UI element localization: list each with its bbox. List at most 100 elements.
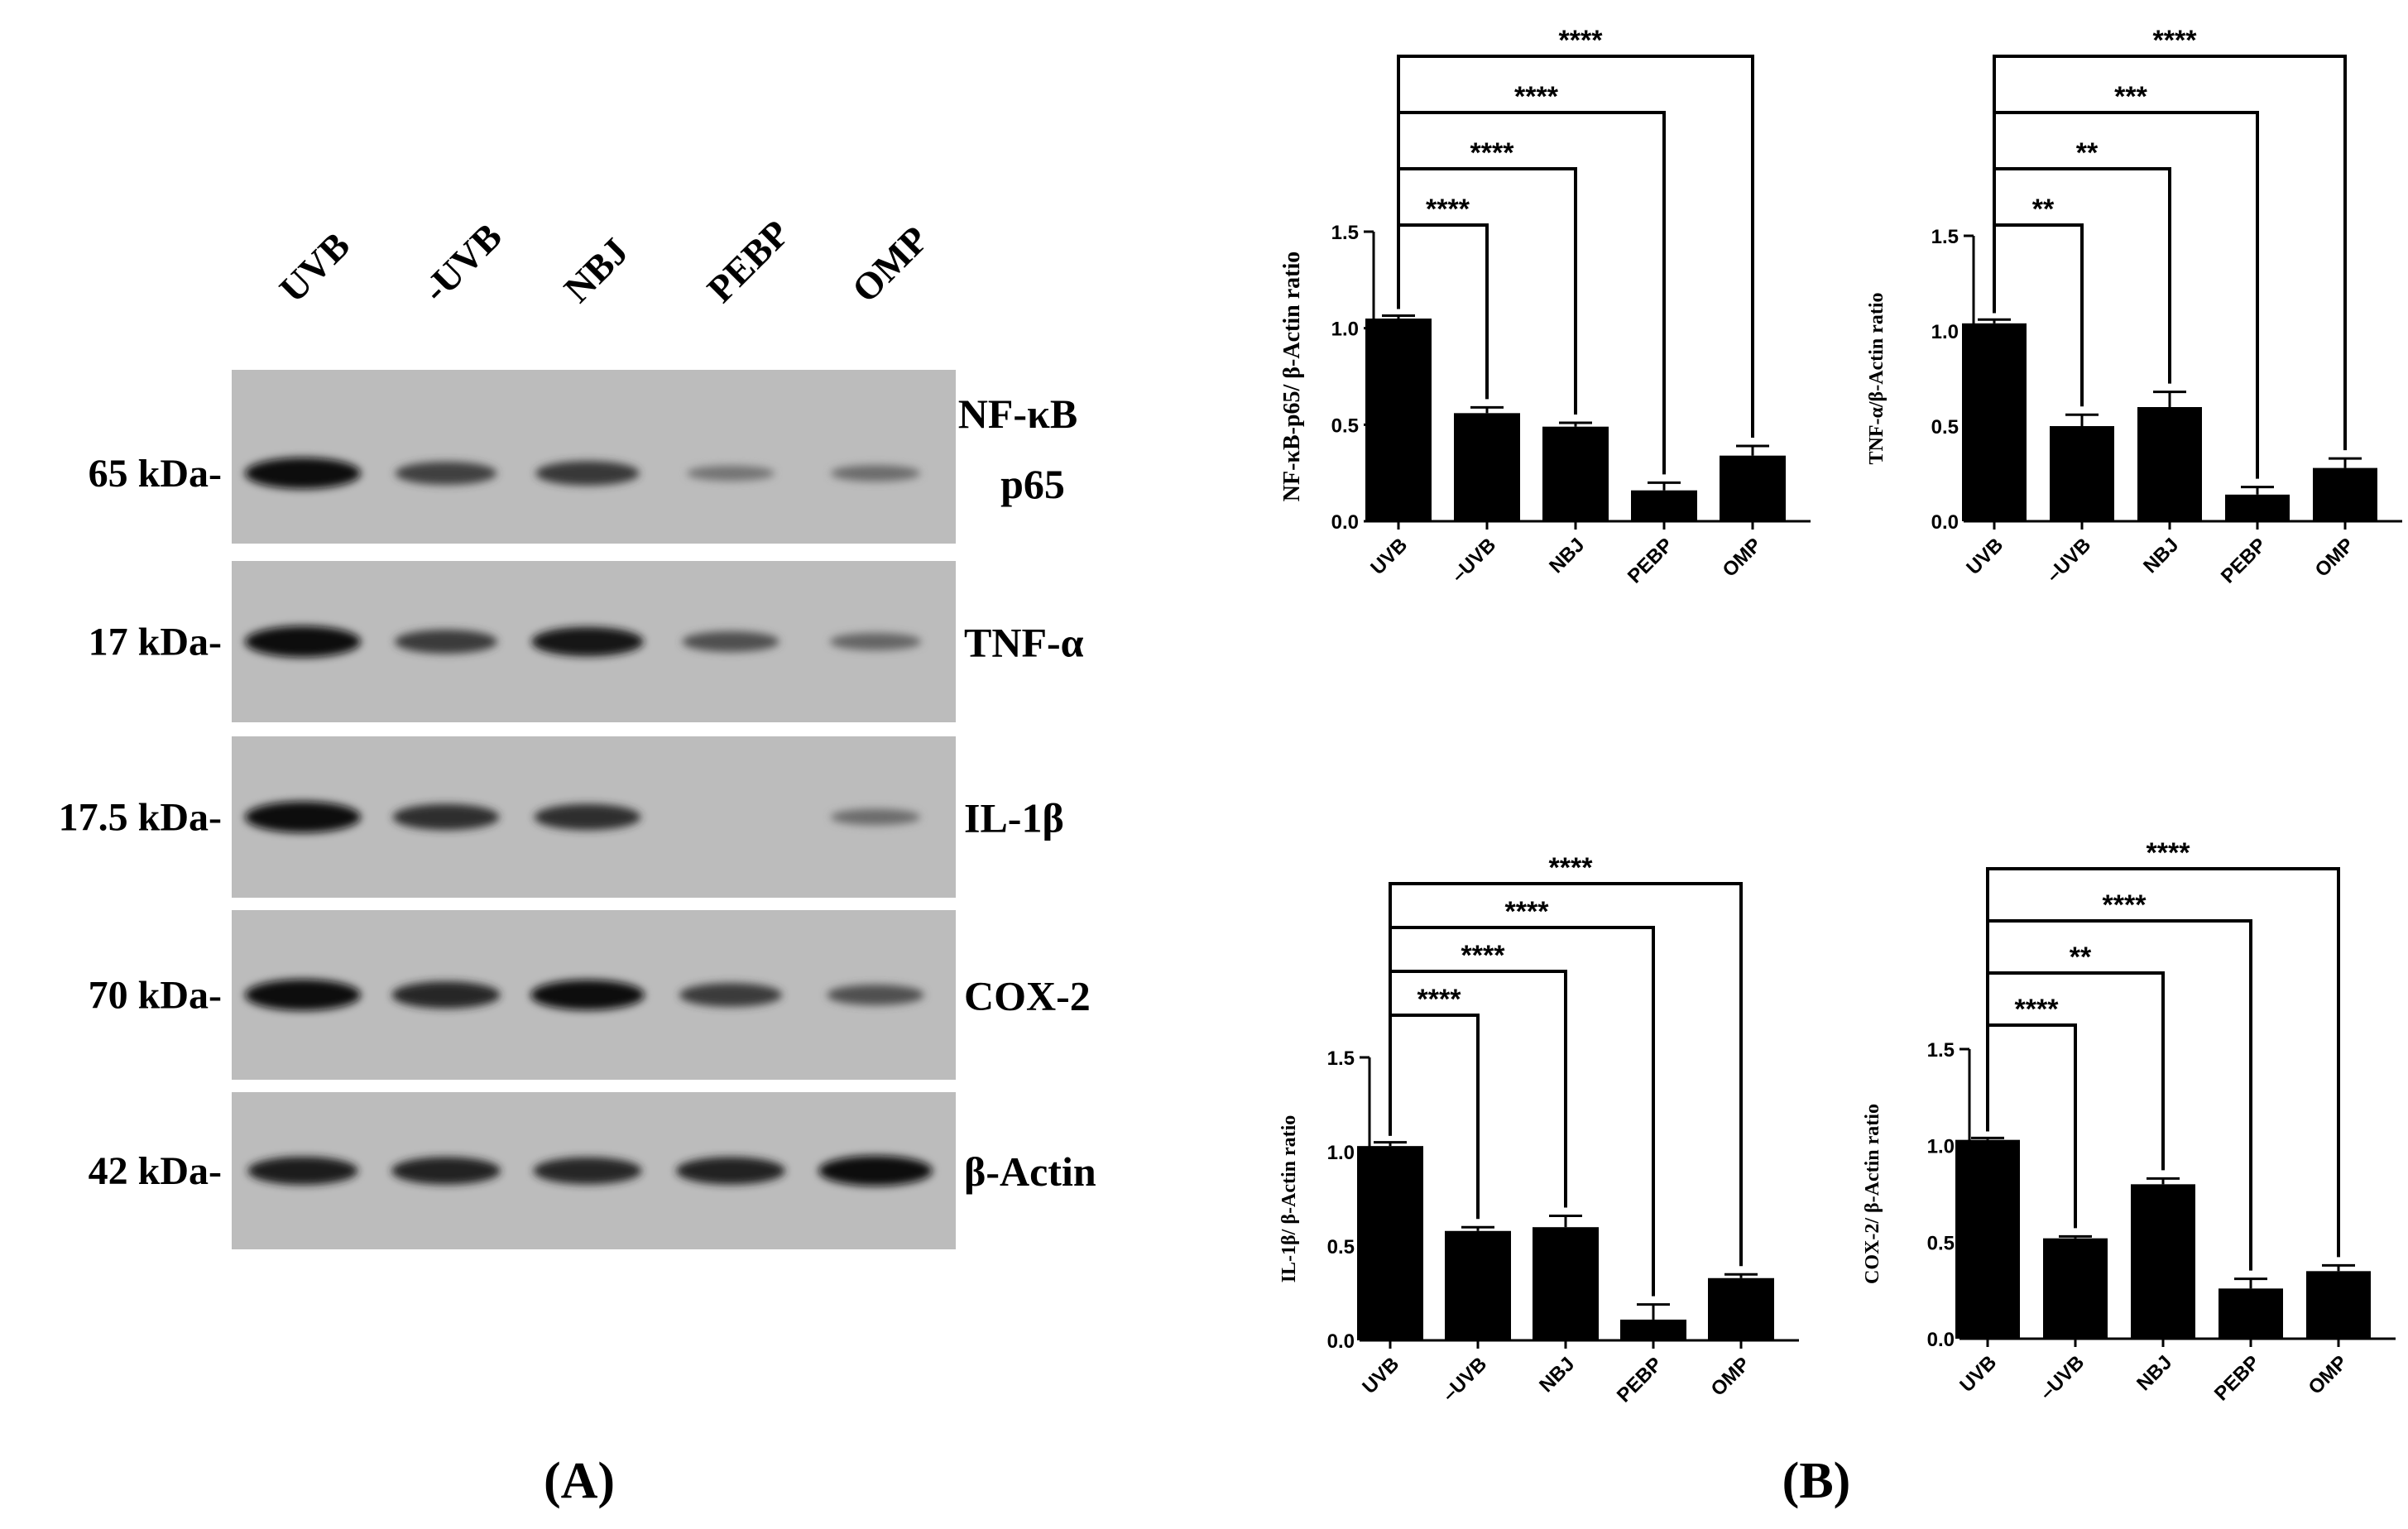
protein-label: IL-1β <box>964 795 1064 841</box>
x-tick-label: OMP <box>2304 1351 2352 1399</box>
bar-chart: 0.0 0.5 1.0 1.5 IL-1β/ β-Actin ratio UVB –UVB N… <box>1278 852 1799 1407</box>
bar-chart: 0.0 0.5 1.0 1.5 TNF-α/β-Actin ratio UVB –UVB NB… <box>1866 25 2402 587</box>
significance-bracket <box>1993 55 2347 451</box>
y-tick-label: 1.5 <box>1931 226 1959 248</box>
blot-band <box>830 465 921 482</box>
x-tick-label: –UVB <box>2042 534 2095 587</box>
significance-bracket <box>1389 882 1743 1267</box>
blot-band <box>686 465 775 482</box>
bar <box>1542 426 1609 521</box>
y-tick-label: 1.0 <box>1927 1136 1955 1158</box>
protein-label: p65 <box>1000 461 1065 507</box>
x-tick-label: OMP <box>2310 534 2358 582</box>
blot-band <box>827 985 924 1005</box>
y-tick-label: 0.0 <box>1327 1330 1355 1353</box>
x-tick-label: UVB <box>1358 1353 1403 1398</box>
bar <box>1620 1319 1686 1340</box>
y-tick-label: 0.5 <box>1327 1236 1355 1258</box>
bar <box>1708 1277 1774 1340</box>
bar <box>1357 1146 1423 1340</box>
lane-label: NBJ <box>556 230 637 311</box>
x-tick-label: PEBP <box>2210 1351 2264 1405</box>
blot-band <box>245 801 361 833</box>
y-tick-label: 1.0 <box>1331 319 1359 341</box>
blot-band <box>676 1157 785 1185</box>
x-tick-label: UVB <box>1955 1351 2001 1397</box>
blot-band <box>679 983 783 1007</box>
blot-band <box>245 626 361 658</box>
molecular-weight-label: 17 kDa- <box>89 621 222 664</box>
blot-band <box>682 631 779 652</box>
significance-label: **** <box>1461 940 1506 971</box>
significance-label: **** <box>1549 852 1594 884</box>
significance-label: **** <box>2147 837 2191 869</box>
bar <box>2131 1184 2195 1339</box>
y-tick-label: 0.0 <box>1331 511 1359 534</box>
significance-label: **** <box>2103 889 2147 921</box>
lane-label: -UVB <box>415 215 511 311</box>
bar <box>1445 1230 1511 1340</box>
y-tick-label: 0.0 <box>1931 511 1959 534</box>
protein-label: NF-κB <box>958 391 1077 437</box>
y-tick-label: 1.5 <box>1331 222 1359 244</box>
significance-label: **** <box>1417 984 1462 1015</box>
y-axis-label: TNF-α/β-Actin ratio <box>1866 293 1888 465</box>
blot-band <box>530 980 645 1010</box>
protein-label: TNF-α <box>964 620 1084 666</box>
x-tick-label: PEBP <box>1613 1353 1667 1407</box>
bar <box>1365 319 1432 521</box>
significance-label: ** <box>2076 137 2099 169</box>
y-axis-label: COX-2/ β-Actin ratio <box>1862 1104 1883 1284</box>
y-tick-label: 0.5 <box>1931 416 1959 439</box>
protein-label: COX-2 <box>964 973 1091 1019</box>
y-tick-label: 0.5 <box>1331 415 1359 437</box>
molecular-weight-label: 65 kDa- <box>89 452 222 496</box>
bar <box>2306 1271 2371 1339</box>
significance-bracket <box>1389 926 1655 1297</box>
x-tick-label: UVB <box>1366 534 1412 579</box>
significance-label: *** <box>2114 81 2147 113</box>
lane-label: OMP <box>844 218 937 310</box>
molecular-weight-label: 42 kDa- <box>89 1149 222 1193</box>
blot-membrane <box>232 370 956 544</box>
x-tick-label: NBJ <box>2139 534 2183 578</box>
significance-bracket <box>1986 867 2340 1258</box>
blot-band <box>391 1157 501 1185</box>
significance-label: **** <box>2153 25 2198 56</box>
blot-band <box>391 981 501 1009</box>
blot-band <box>830 808 921 826</box>
x-tick-label: PEBP <box>1624 534 1677 587</box>
bar <box>1631 490 1697 521</box>
x-tick-label: –UVB <box>2036 1351 2089 1404</box>
bar-chart: 0.0 0.5 1.0 1.5 COX-2/ β-Actin ratio UVB –UVB N… <box>1862 837 2396 1405</box>
x-tick-label: PEBP <box>2217 534 2271 587</box>
bar-chart: 0.0 0.5 1.0 1.5 NF-κB-p65/ β-Actin ratio UVB –… <box>1279 25 1811 587</box>
panel-b-label: (B) <box>1782 1453 1851 1509</box>
blot-band <box>394 630 498 654</box>
blot-band <box>533 1157 642 1185</box>
significance-label: ** <box>2070 942 2092 973</box>
significance-label: ** <box>2032 194 2055 225</box>
molecular-weight-label: 70 kDa- <box>89 974 222 1018</box>
significance-label: **** <box>2015 994 2060 1025</box>
panel-a-label: (A) <box>544 1453 615 1509</box>
x-tick-label: OMP <box>1718 534 1766 582</box>
significance-label: **** <box>1470 137 1515 169</box>
bar <box>1533 1227 1599 1340</box>
blot-band <box>245 979 361 1011</box>
x-tick-label: –UVB <box>1447 534 1500 587</box>
x-tick-label: NBJ <box>1545 534 1589 578</box>
significance-label: **** <box>1426 194 1470 225</box>
blot-band <box>829 632 922 651</box>
significance-label: **** <box>1559 25 1604 56</box>
bar <box>1955 1139 2020 1339</box>
blot-band <box>245 458 361 489</box>
y-axis-label: NF-κB-p65/ β-Actin ratio <box>1279 252 1305 501</box>
bar <box>1962 323 2027 521</box>
significance-label: **** <box>1514 81 1559 113</box>
protein-label: β-Actin <box>964 1148 1096 1195</box>
lane-label: PEBP <box>699 212 798 310</box>
molecular-weight-label: 17.5 kDa- <box>59 796 222 840</box>
